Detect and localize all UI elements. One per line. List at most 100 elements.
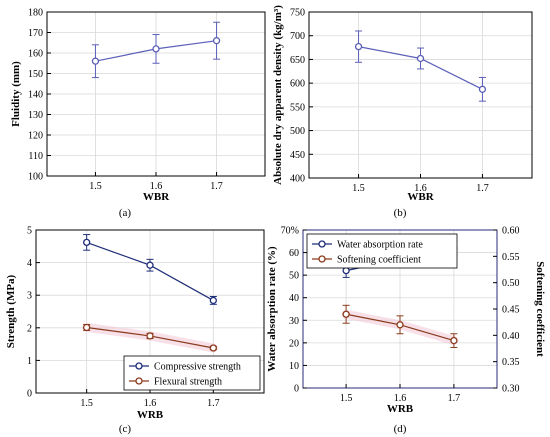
y-axis-label: Absolute dry apparent density (kg/m³) <box>272 5 284 185</box>
data-point <box>152 45 160 53</box>
x-tick-label: 1.7 <box>207 398 220 409</box>
y-tick-label: 180 <box>28 8 43 19</box>
chart-d: 0 10 20 30 40 50 60 70% 0.30 0.35 0.40 0.45 0.50 0.55… <box>266 226 546 436</box>
y2-tick-label: 0.30 <box>502 384 520 395</box>
y2-tick-label: 0.40 <box>502 331 520 342</box>
y2-tick-label: 0.55 <box>502 252 520 263</box>
x-tick-label: 1.5 <box>89 181 102 192</box>
data-point <box>209 296 217 305</box>
y-tick-label: 110 <box>28 151 43 162</box>
data-point <box>146 261 154 269</box>
x-tick-label: 1.6 <box>144 398 157 409</box>
x-axis-label: WBR <box>407 191 434 203</box>
series-softening-coefficient <box>341 304 459 348</box>
y2-tick-label: 0.35 <box>502 357 520 368</box>
chart-b: 400 450 500 550 600 650 700 750 1.5 1.6 1.7 WBR Abso… <box>272 5 533 219</box>
y-tick-label: 130 <box>28 110 43 121</box>
data-point <box>212 37 221 45</box>
y-tick-label: 0 <box>27 389 32 400</box>
y-tick-label: 160 <box>28 49 43 60</box>
series-flexural-strength <box>82 322 218 353</box>
legend-entry: Compressive strength <box>154 362 241 373</box>
y-tick-label: 170 <box>28 28 43 39</box>
x-tick-label: 1.5 <box>80 398 93 409</box>
y-tick-label: 120 <box>28 131 43 142</box>
legend-swatch-marker <box>135 362 143 370</box>
panel-caption: (c) <box>119 423 132 435</box>
y-tick-label: 70% <box>281 226 299 237</box>
y2-tick-label: 0.45 <box>502 305 520 316</box>
y-tick-label: 1 <box>27 356 32 367</box>
y-tick-label: 700 <box>290 31 305 42</box>
y-tick-label: 450 <box>290 150 305 161</box>
x-axis-label: WRB <box>387 403 414 415</box>
data-point <box>396 321 404 329</box>
panel-caption: (b) <box>394 207 407 219</box>
y-tick-label: 500 <box>290 126 305 137</box>
y-tick-label: 60 <box>289 248 299 259</box>
legend-box <box>123 355 261 391</box>
data-point <box>146 332 154 340</box>
x-tick-label: 1.5 <box>352 183 365 194</box>
panel-caption: (a) <box>119 207 132 219</box>
x-tick-label: 1.7 <box>448 393 461 404</box>
y2-axis-label: Softening coefficient <box>534 261 546 357</box>
panel-caption: (d) <box>394 423 407 435</box>
legend: Water absorption rate Softening coefficie… <box>306 233 458 269</box>
data-point <box>478 85 487 93</box>
data-point <box>450 336 458 345</box>
y-tick-label: 20 <box>289 338 299 349</box>
x-axis-label: WBR <box>143 191 170 203</box>
x-axis-label: WRB <box>137 409 164 421</box>
x-tick-label: 1.7 <box>476 183 489 194</box>
data-point <box>416 54 425 63</box>
legend-entry: Softening coefficient <box>337 255 421 266</box>
y-tick-label: 0 <box>294 384 299 395</box>
x-tick-label: 1.7 <box>210 181 223 192</box>
series-compressive-strength <box>83 234 217 305</box>
y-axis-label: Water absorption rate (%) <box>266 246 278 372</box>
y-tick-label: 4 <box>27 258 32 269</box>
legend-entry: Flexural strength <box>154 377 222 388</box>
y-tick-label: 140 <box>28 90 43 101</box>
y-tick-label: 3 <box>27 291 32 302</box>
y-tick-label: 30 <box>289 316 299 327</box>
legend-swatch-marker <box>318 240 326 248</box>
legend: Compressive strength Flexural strength <box>123 355 261 391</box>
y-axis-label: Strength (MPa) <box>5 274 17 348</box>
data-point <box>209 344 217 352</box>
series-line <box>354 30 487 102</box>
legend-entry: Water absorption rate <box>337 240 423 251</box>
y-tick-label: 5 <box>27 226 32 237</box>
data-point <box>342 266 350 275</box>
data-point <box>354 42 363 51</box>
y-tick-label: 40 <box>289 293 299 304</box>
y-tick-label: 50 <box>289 271 299 282</box>
y-tick-label: 2 <box>27 323 32 334</box>
data-point <box>83 238 91 247</box>
legend-box <box>306 233 458 269</box>
legend-swatch-marker <box>318 255 326 263</box>
data-point <box>83 323 91 332</box>
y2-tick-label: 0.50 <box>502 278 520 289</box>
y-tick-label: 150 <box>28 69 43 80</box>
y-tick-label: 650 <box>290 55 305 66</box>
y-axis-label: Fluidity (mm) <box>10 61 22 127</box>
y-tick-label: 600 <box>290 79 305 90</box>
y2-tick-label: 0.60 <box>502 226 520 237</box>
y-tick-label: 100 <box>28 172 43 183</box>
chart-c: 0 1 2 3 4 5 1.5 1.6 1.7 WRB Strength (MPa) (c) Compr… <box>5 226 265 435</box>
x-tick-label: 1.6 <box>414 183 427 194</box>
y-tick-label: 750 <box>290 8 305 19</box>
y-tick-label: 10 <box>289 361 299 372</box>
x-tick-label: 1.6 <box>394 393 407 404</box>
series-line <box>91 21 221 79</box>
x-tick-label: 1.6 <box>150 181 163 192</box>
y-tick-label: 400 <box>290 174 305 185</box>
chart-a: 100 110 120 130 140 150 160 170 180 1.5 1.6 1.7 WBR F… <box>10 8 266 219</box>
data-point <box>342 310 350 318</box>
legend-swatch-marker <box>135 377 143 385</box>
x-tick-label: 1.5 <box>340 393 353 404</box>
data-point <box>91 57 100 65</box>
